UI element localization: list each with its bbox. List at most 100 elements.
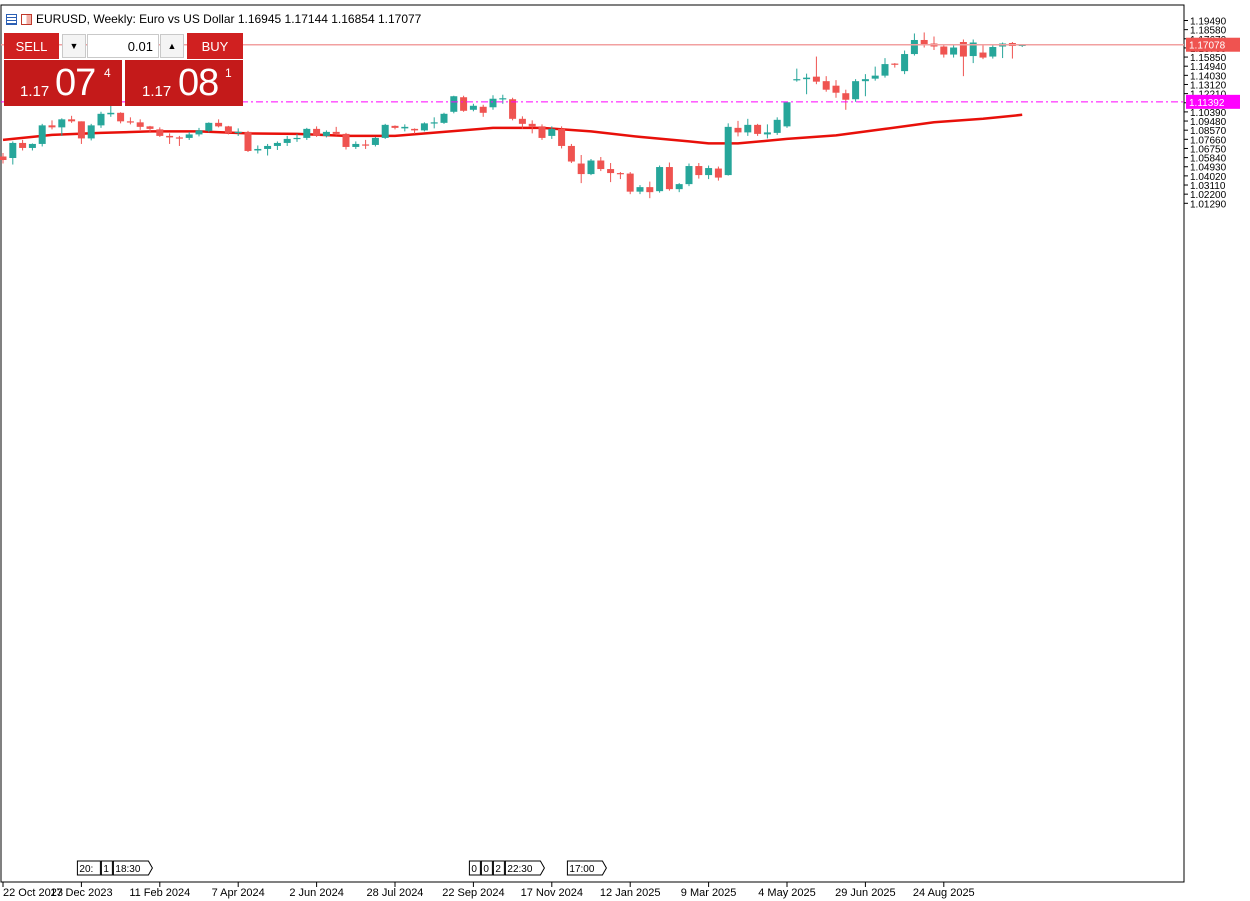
buy-button[interactable]: BUY [187,33,243,59]
candle [548,126,556,139]
candle [558,126,566,149]
candle [430,117,438,129]
candle-body [597,160,605,170]
candle-body [420,123,428,131]
candle-body [440,113,448,123]
candle [224,125,232,135]
chart-window-icon[interactable] [6,13,17,25]
y-tick-label: 1.09480 [1190,117,1227,128]
candle [362,139,370,149]
candle-body [146,126,154,129]
plot-border [0,4,1185,883]
sell-price[interactable]: 1.17 07 4 [4,60,122,106]
candle-body [0,156,7,161]
candle [842,89,850,110]
candle-body [273,142,281,146]
candle-body [803,77,811,80]
candle [28,143,36,151]
candle [352,141,360,149]
candle-body [322,131,330,136]
candle-body [19,142,27,148]
y-tick-label: 1.05840 [1190,154,1227,165]
candle [793,68,801,82]
candle-body [891,63,899,65]
candle [930,36,938,51]
y-tick-label: 1.10390 [1190,108,1227,119]
buy-price-pip: 1 [225,66,232,80]
lot-increase-button[interactable]: ▲ [160,34,184,58]
candle-body [871,75,879,79]
candle [303,127,311,140]
candle-body [685,166,693,185]
y-tick-label: 1.14030 [1190,71,1227,82]
candle [175,135,183,146]
candle [254,145,262,154]
candle-body [587,160,595,175]
candles [0,32,1026,199]
candle-body [224,126,232,133]
candle [969,39,977,64]
x-tick-label: 24 Aug 2025 [913,887,975,899]
candle-body [332,131,340,134]
candle [87,123,95,141]
indicator-window-icon[interactable] [21,13,32,25]
candle-body [381,124,389,138]
candle [646,181,654,199]
candle [195,127,203,137]
lot-size-input[interactable] [87,34,159,58]
candle-body [852,81,860,100]
candle-body [264,145,272,149]
chart-title: EURUSD, Weekly: Euro vs US Dollar 1.1694… [36,12,422,26]
candle [587,159,595,176]
candle [469,103,477,112]
candle [371,136,379,147]
x-tick-label: 4 May 2025 [758,887,815,899]
candle [97,111,105,128]
event-marker-label: 0 [483,864,489,875]
candle-body [303,128,311,138]
buy-price[interactable]: 1.17 08 1 [125,60,243,106]
candle [215,119,223,128]
candle-body [479,106,487,113]
candle [871,66,879,81]
candle-body [107,112,115,115]
candle-body [842,93,850,100]
candle-body [714,168,722,178]
candle-body [352,143,360,147]
candle [499,94,507,104]
x-tick-label: 28 Jul 2024 [367,887,424,899]
candle-body [724,126,732,176]
event-marker [504,860,545,876]
candle [783,101,791,128]
buy-price-main: 08 [178,62,219,104]
candle [832,80,840,98]
candle-body [822,81,830,90]
candle-body [812,76,820,82]
candle [891,63,899,68]
candle [411,128,419,134]
candle [509,97,517,121]
event-marker-label: 22:30 [507,864,532,875]
current-price-label: 1.17078 [1189,41,1226,52]
candle-body [646,187,654,193]
candle-body [940,46,948,55]
candle-body [754,124,762,134]
candle-body [920,39,928,45]
candle-body [87,125,95,139]
candle [959,39,967,77]
x-tick-label: 12 Jan 2025 [600,887,661,899]
candle [273,141,281,150]
x-tick-label: 17 Nov 2024 [521,887,583,899]
candle [656,165,664,193]
candle-body [342,133,350,147]
y-tick-label: 1.07660 [1190,135,1227,146]
candle [695,163,703,179]
lot-decrease-button[interactable]: ▼ [62,34,86,58]
candle-body [861,79,869,82]
candle-body [68,119,76,122]
event-marker-label: 0 [471,864,477,875]
candle-body [185,134,193,138]
sell-button[interactable]: SELL [4,33,59,59]
